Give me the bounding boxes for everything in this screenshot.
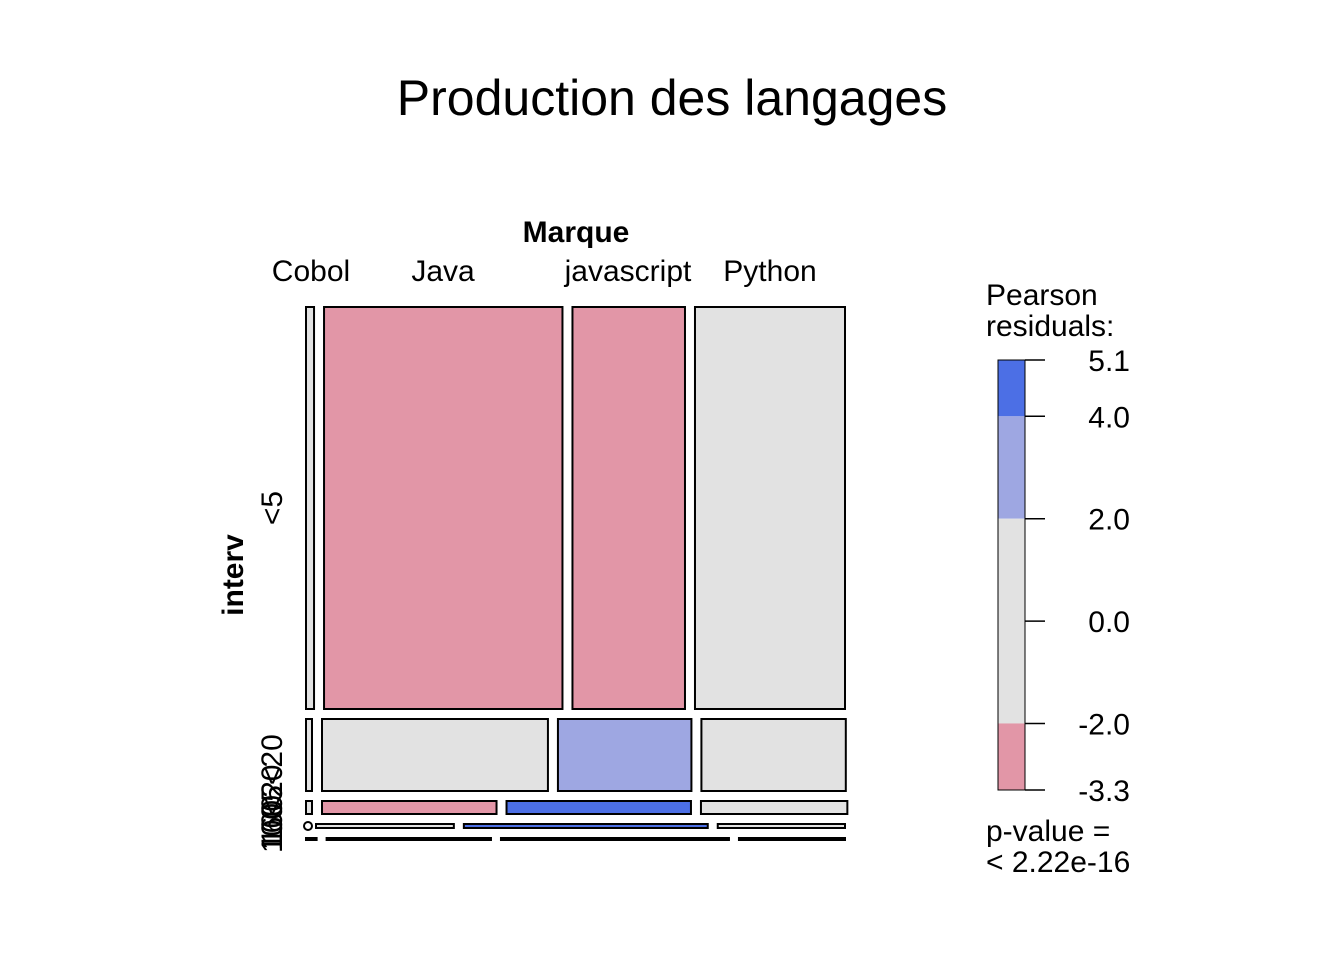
- legend-tick-label: -3.3: [1078, 775, 1130, 808]
- mosaic-tile: [737, 837, 846, 841]
- row-label: 100: [256, 803, 289, 853]
- column-label: Cobol: [272, 255, 350, 288]
- pvalue-value: < 2.22e-16: [986, 846, 1130, 879]
- mosaic-tile: [700, 718, 847, 792]
- row-label: 160: [256, 800, 289, 850]
- legend-tick-label: 2.0: [1088, 504, 1130, 537]
- legend-band: [998, 416, 1025, 519]
- mosaic-tile: [571, 306, 686, 710]
- legend-band: [998, 723, 1025, 790]
- row-labels: <5 5<20 <20 100 100 160: [256, 491, 289, 853]
- mosaic-tile: [321, 718, 549, 792]
- legend-tick-label: 0.0: [1088, 606, 1130, 639]
- mosaic-tile: [716, 823, 846, 829]
- column-labels: Cobol Java javascript Python: [272, 255, 817, 288]
- mosaic-tile: [305, 306, 316, 710]
- mosaic-tile: [556, 718, 693, 792]
- legend-bands: [997, 359, 1026, 791]
- column-label: Java: [411, 255, 475, 288]
- mosaic-tile: [305, 837, 318, 841]
- mosaic-tile: [315, 823, 455, 829]
- mosaic-tile: [305, 718, 313, 792]
- row-label: <5: [256, 491, 289, 525]
- legend-tick-label: 4.0: [1088, 401, 1130, 434]
- mosaic-tile: [305, 800, 313, 815]
- mosaic-tile: [505, 800, 692, 815]
- legend-band: [998, 518, 1025, 724]
- legend: Pearson residuals: 5.1 4.0 2.0 0.0 -2.0 -3.3 p…: [986, 279, 1130, 879]
- legend-band: [998, 360, 1025, 417]
- row-label: <20: [256, 765, 289, 816]
- pvalue-label: p-value =: [986, 815, 1110, 848]
- column-label: Python: [723, 255, 816, 288]
- empty-cell-marker: [303, 821, 313, 831]
- mosaic-tile: [325, 837, 492, 841]
- chart-title: Production des langages: [397, 70, 947, 126]
- mosaic-tile: [462, 823, 709, 829]
- legend-ticks: 5.1 4.0 2.0 0.0 -2.0 -3.3: [1025, 345, 1130, 808]
- mosaic-tile: [321, 800, 498, 815]
- legend-tick-label: -2.0: [1078, 708, 1130, 741]
- mosaic-tile: [699, 800, 849, 815]
- row-label: 5<20: [256, 734, 289, 802]
- column-label: javascript: [564, 255, 692, 288]
- mosaic-tiles: [303, 306, 849, 841]
- legend-frame: [997, 359, 1026, 791]
- column-variable-label: Marque: [523, 216, 630, 249]
- row-label: 100: [256, 795, 289, 845]
- legend-title: Pearson residuals:: [986, 279, 1114, 343]
- legend-tick-label: 5.1: [1088, 345, 1130, 378]
- mosaic-tile: [323, 306, 564, 710]
- row-variable-label: interv: [217, 534, 250, 616]
- mosaic-tile: [499, 837, 730, 841]
- mosaic-tile: [693, 306, 846, 710]
